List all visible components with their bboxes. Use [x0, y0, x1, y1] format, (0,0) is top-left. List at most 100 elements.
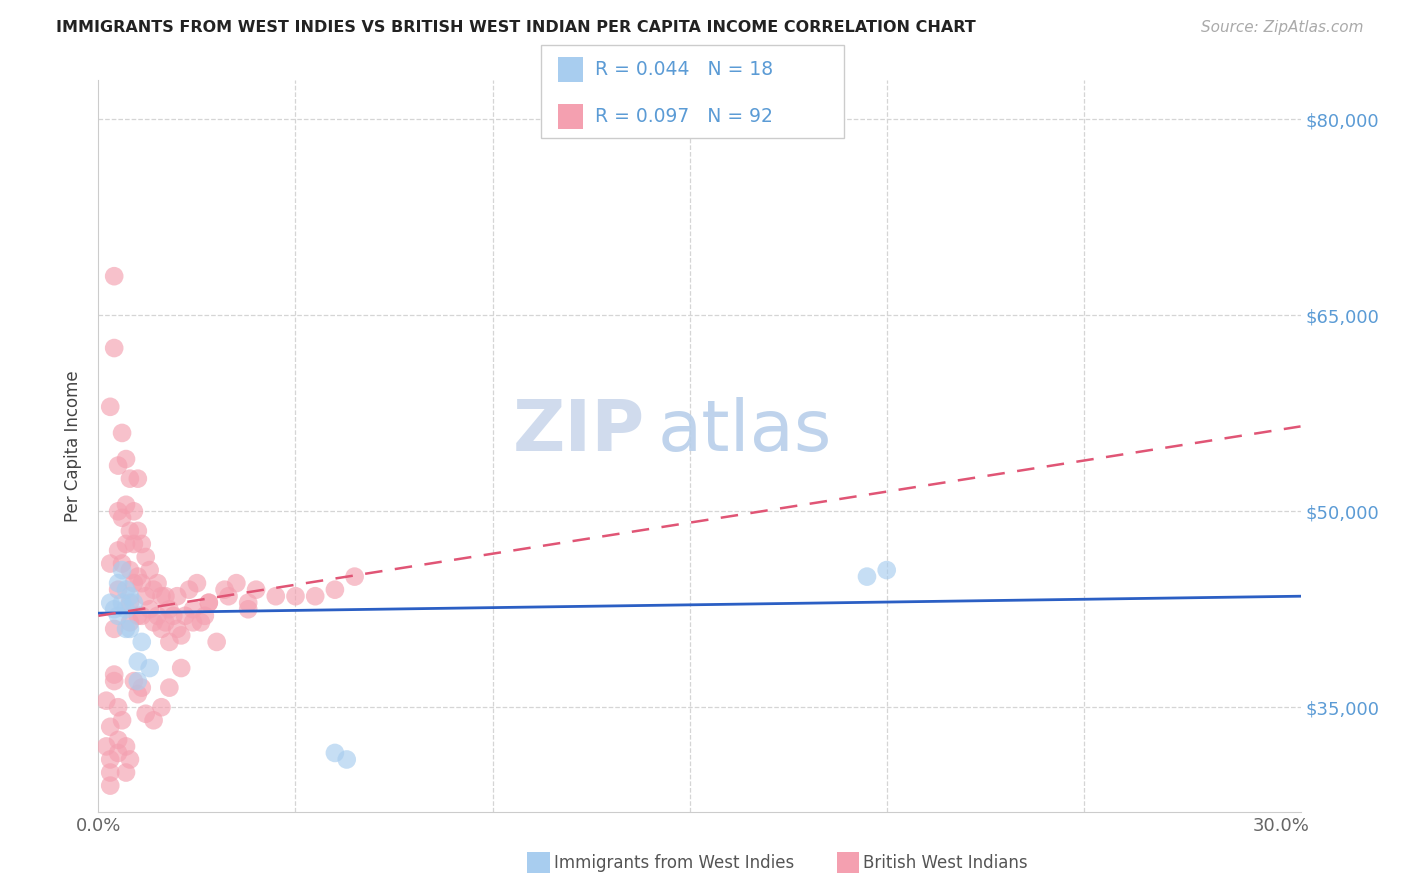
Point	[174, 608, 197, 623]
Point	[190, 615, 212, 630]
Point	[218, 589, 240, 603]
Point	[135, 706, 157, 721]
Point	[96, 694, 118, 708]
Point	[115, 622, 138, 636]
Point	[197, 596, 219, 610]
Point	[127, 472, 149, 486]
Text: R = 0.097   N = 92: R = 0.097 N = 92	[595, 107, 773, 127]
Point	[115, 582, 138, 597]
Point	[336, 752, 359, 766]
Point	[107, 458, 129, 473]
Point	[122, 596, 145, 610]
Point	[131, 608, 153, 623]
Point	[122, 674, 145, 689]
Text: ZIP: ZIP	[513, 397, 645, 466]
Point	[343, 569, 366, 583]
Point	[111, 557, 134, 571]
Point	[146, 608, 169, 623]
Y-axis label: Per Capita Income: Per Capita Income	[65, 370, 83, 522]
Point	[135, 549, 157, 564]
Point	[166, 622, 188, 636]
Point	[181, 602, 204, 616]
Point	[111, 714, 134, 728]
Point	[264, 589, 287, 603]
Point	[98, 765, 121, 780]
Point	[96, 739, 118, 754]
Point	[127, 569, 149, 583]
Point	[155, 615, 177, 630]
Point	[127, 608, 149, 623]
Point	[115, 452, 138, 467]
Point	[131, 681, 153, 695]
Point	[118, 563, 141, 577]
Text: Source: ZipAtlas.com: Source: ZipAtlas.com	[1201, 20, 1364, 35]
Point	[138, 661, 160, 675]
Point	[856, 569, 879, 583]
Point	[142, 714, 165, 728]
Point	[238, 596, 260, 610]
Point	[157, 681, 180, 695]
Point	[323, 746, 346, 760]
Point	[157, 635, 180, 649]
Point	[131, 537, 153, 551]
Point	[138, 602, 160, 616]
Text: Immigrants from West Indies: Immigrants from West Indies	[554, 854, 794, 871]
Point	[205, 635, 228, 649]
Point	[115, 602, 138, 616]
Point	[103, 341, 125, 355]
Point	[98, 596, 121, 610]
Point	[284, 589, 307, 603]
Point	[118, 596, 141, 610]
Point	[122, 504, 145, 518]
Point	[111, 596, 134, 610]
Point	[103, 674, 125, 689]
Point	[127, 674, 149, 689]
Point	[107, 543, 129, 558]
Point	[103, 622, 125, 636]
Point	[181, 615, 204, 630]
Point	[323, 582, 346, 597]
Point	[111, 425, 134, 440]
Point	[170, 628, 193, 642]
Point	[142, 582, 165, 597]
Point	[127, 655, 149, 669]
Point	[122, 576, 145, 591]
Point	[135, 589, 157, 603]
Point	[150, 589, 173, 603]
Point	[142, 615, 165, 630]
Text: R = 0.044   N = 18: R = 0.044 N = 18	[595, 60, 773, 79]
Point	[103, 602, 125, 616]
Point	[131, 576, 153, 591]
Point	[162, 608, 184, 623]
Point	[157, 602, 180, 616]
Point	[98, 720, 121, 734]
Point	[98, 557, 121, 571]
Point	[122, 537, 145, 551]
Point	[103, 269, 125, 284]
Point	[138, 563, 160, 577]
Point	[115, 537, 138, 551]
Point	[197, 596, 219, 610]
Point	[115, 765, 138, 780]
Point	[98, 779, 121, 793]
Point	[118, 524, 141, 538]
Point	[155, 589, 177, 603]
Text: atlas: atlas	[658, 397, 832, 466]
Point	[118, 615, 141, 630]
Point	[115, 498, 138, 512]
Point	[111, 511, 134, 525]
Point	[150, 622, 173, 636]
Point	[131, 635, 153, 649]
Text: British West Indians: British West Indians	[863, 854, 1028, 871]
Point	[107, 746, 129, 760]
Point	[118, 589, 141, 603]
Point	[107, 576, 129, 591]
Point	[107, 732, 129, 747]
Point	[186, 576, 208, 591]
Point	[146, 576, 169, 591]
Point	[107, 700, 129, 714]
Point	[118, 622, 141, 636]
Point	[238, 602, 260, 616]
Point	[127, 524, 149, 538]
Point	[98, 400, 121, 414]
